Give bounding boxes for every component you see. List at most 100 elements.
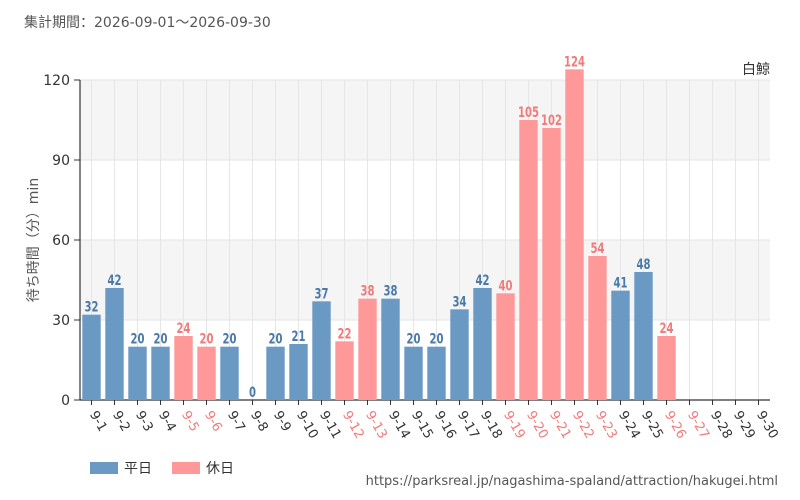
x-tick-label: 9-18 bbox=[477, 409, 505, 442]
bar-weekday bbox=[427, 346, 446, 400]
bar-weekday bbox=[473, 288, 492, 400]
bar-holiday bbox=[565, 69, 584, 400]
x-tick-label: 9-12 bbox=[339, 409, 367, 442]
x-tick-label: 9-13 bbox=[362, 409, 390, 442]
y-tick-label: 60 bbox=[52, 233, 70, 249]
x-tick-label: 9-22 bbox=[569, 409, 597, 442]
source-url: https://parksreal.jp/nagashima-spaland/a… bbox=[365, 474, 778, 489]
bar-value-label: 42 bbox=[107, 272, 121, 288]
bar-weekday bbox=[151, 346, 170, 400]
bar-value-label: 41 bbox=[613, 275, 627, 291]
x-tick-label: 9-2 bbox=[109, 409, 133, 435]
x-tick-label: 9-24 bbox=[615, 409, 643, 442]
bar-weekday bbox=[128, 346, 147, 400]
x-tick-label: 9-7 bbox=[224, 409, 248, 435]
bar-weekday bbox=[450, 309, 469, 400]
y-tick-label: 90 bbox=[52, 153, 70, 169]
y-tick-label: 30 bbox=[52, 313, 70, 329]
bar-holiday bbox=[542, 128, 561, 400]
x-tick-label: 9-30 bbox=[753, 409, 781, 442]
bar-value-label: 32 bbox=[84, 299, 98, 315]
x-tick-label: 9-16 bbox=[431, 409, 459, 442]
bar-value-label: 38 bbox=[383, 283, 397, 299]
bar-value-label: 38 bbox=[360, 283, 374, 299]
bar-value-label: 20 bbox=[406, 331, 420, 347]
bar-value-label: 102 bbox=[541, 112, 562, 128]
bar-value-label: 20 bbox=[222, 331, 236, 347]
bar-value-label: 34 bbox=[452, 294, 466, 310]
x-tick-label: 9-10 bbox=[293, 409, 321, 442]
bar-value-label: 40 bbox=[498, 278, 512, 294]
bar-value-label: 0 bbox=[249, 384, 256, 400]
plot-band bbox=[80, 160, 770, 240]
y-tick-label: 120 bbox=[43, 73, 70, 89]
bar-value-label: 124 bbox=[564, 54, 585, 70]
x-tick-label: 9-9 bbox=[270, 409, 294, 435]
bar-holiday bbox=[335, 341, 354, 400]
bar-weekday bbox=[266, 346, 285, 400]
bar-value-label: 20 bbox=[268, 331, 282, 347]
x-tick-label: 9-17 bbox=[454, 409, 482, 442]
bar-value-label: 21 bbox=[291, 328, 305, 344]
x-tick-label: 9-20 bbox=[523, 409, 551, 442]
bar-value-label: 37 bbox=[314, 286, 328, 302]
bar-weekday bbox=[381, 298, 400, 400]
x-tick-label: 9-5 bbox=[178, 409, 202, 435]
bar-value-label: 54 bbox=[590, 240, 604, 256]
plot-band bbox=[80, 80, 770, 160]
legend-label-weekday: 平日 bbox=[124, 461, 152, 477]
x-tick-label: 9-4 bbox=[155, 409, 179, 435]
x-tick-label: 9-3 bbox=[132, 409, 156, 435]
bar-holiday bbox=[657, 336, 676, 400]
x-tick-label: 9-23 bbox=[592, 409, 620, 442]
x-tick-label: 9-25 bbox=[638, 409, 666, 442]
x-tick-label: 9-19 bbox=[500, 409, 528, 442]
bar-value-label: 42 bbox=[475, 272, 489, 288]
bar-holiday bbox=[588, 256, 607, 400]
x-tick-label: 9-15 bbox=[408, 409, 436, 442]
bar-value-label: 48 bbox=[636, 256, 650, 272]
bar-holiday bbox=[358, 298, 377, 400]
y-axis-title: 待ち時間（分）min bbox=[26, 178, 42, 302]
legend-label-holiday: 休日 bbox=[206, 461, 234, 477]
bar-value-label: 20 bbox=[199, 331, 213, 347]
x-tick-label: 9-1 bbox=[86, 409, 110, 435]
legend-item-holiday: 休日 bbox=[172, 458, 234, 478]
x-tick-label: 9-6 bbox=[201, 409, 225, 435]
bar-weekday bbox=[611, 290, 630, 400]
bar-holiday bbox=[519, 120, 538, 400]
bar-weekday bbox=[634, 272, 653, 400]
legend-item-weekday: 平日 bbox=[90, 458, 152, 478]
bar-value-label: 24 bbox=[176, 320, 190, 336]
legend-swatch-holiday bbox=[172, 462, 200, 474]
x-tick-label: 9-27 bbox=[684, 409, 712, 442]
x-tick-label: 9-21 bbox=[546, 409, 574, 442]
x-tick-label: 9-26 bbox=[661, 409, 689, 442]
attraction-label: 白鯨 bbox=[742, 62, 770, 78]
bar-holiday bbox=[174, 336, 193, 400]
bar-value-label: 24 bbox=[659, 320, 673, 336]
plot-band bbox=[80, 320, 770, 400]
y-tick-label: 0 bbox=[61, 393, 70, 409]
legend-swatch-weekday bbox=[90, 462, 118, 474]
bar-weekday bbox=[312, 301, 331, 400]
x-tick-label: 9-8 bbox=[247, 409, 271, 435]
period-text: 集計期間：2026-09-01～2026-09-30 bbox=[24, 15, 271, 31]
bar-weekday bbox=[105, 288, 124, 400]
bar-value-label: 20 bbox=[130, 331, 144, 347]
bar-value-label: 22 bbox=[337, 326, 351, 342]
bar-value-label: 20 bbox=[429, 331, 443, 347]
x-tick-label: 9-11 bbox=[316, 409, 344, 442]
bar-value-label: 20 bbox=[153, 331, 167, 347]
legend: 平日 休日 bbox=[90, 458, 242, 478]
x-tick-label: 9-29 bbox=[730, 409, 758, 442]
bar-holiday bbox=[197, 346, 216, 400]
bar-value-label: 105 bbox=[518, 104, 539, 120]
bar-weekday bbox=[289, 344, 308, 400]
bar-weekday bbox=[404, 346, 423, 400]
x-tick-label: 9-28 bbox=[707, 409, 735, 442]
bar-weekday bbox=[220, 346, 239, 400]
plot-band bbox=[80, 240, 770, 320]
bar-weekday bbox=[82, 314, 101, 400]
